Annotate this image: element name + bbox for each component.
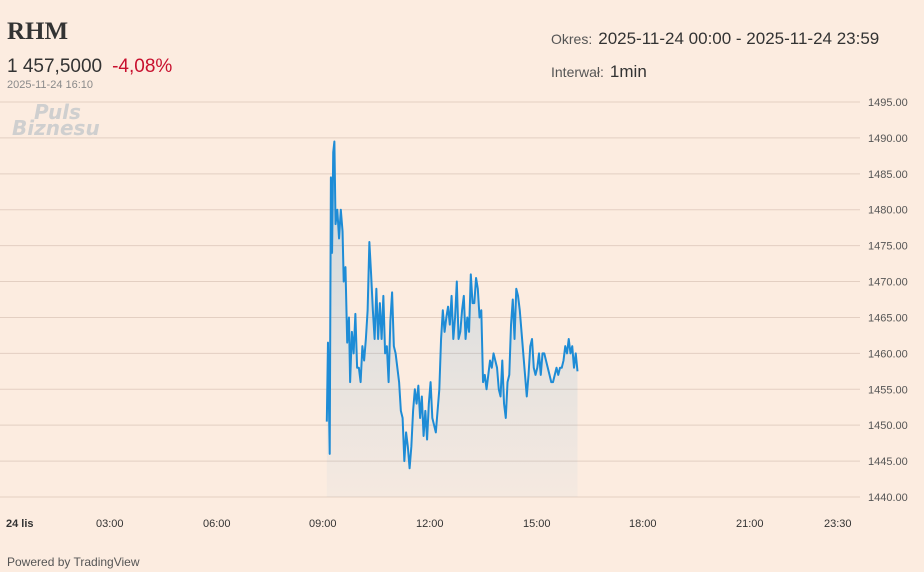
interval-row: Interwał: 1min: [551, 62, 647, 82]
price-change: -4,08%: [112, 56, 173, 77]
period-row: Okres: 2025-11-24 00:00 - 2025-11-24 23:5…: [551, 29, 879, 49]
x-tick-label: 06:00: [203, 518, 231, 530]
y-tick-label: 1495.00: [868, 97, 908, 109]
x-tick-label: 12:00: [416, 518, 444, 530]
x-tick-label: 24 lis: [6, 518, 34, 530]
x-tick-label: 09:00: [309, 518, 337, 530]
ticker-symbol: RHM: [7, 18, 69, 45]
x-tick-label: 18:00: [629, 518, 657, 530]
x-tick-label: 15:00: [523, 518, 551, 530]
y-tick-label: 1465.00: [868, 312, 908, 324]
period-label: Okres:: [551, 31, 593, 47]
price-line: [325, 140, 579, 470]
x-tick-label: 03:00: [96, 518, 124, 530]
x-tick-label: 21:00: [736, 518, 764, 530]
price-timestamp: 2025-11-24 16:10: [7, 79, 94, 91]
x-tick-label: 23:30: [824, 518, 852, 530]
powered-by-tradingview[interactable]: Powered by TradingView: [7, 555, 140, 569]
y-tick-label: 1445.00: [868, 456, 908, 468]
interval-value: 1min: [609, 62, 647, 81]
y-tick-label: 1485.00: [868, 169, 908, 181]
y-tick-label: 1490.00: [868, 133, 908, 145]
y-tick-label: 1470.00: [868, 277, 908, 289]
y-tick-label: 1480.00: [868, 205, 908, 217]
interval-label: Interwał:: [551, 64, 604, 80]
y-tick-label: 1460.00: [868, 348, 908, 360]
price-row: 1 457,5000 -4,08%: [7, 56, 172, 78]
x-axis: 24 lis 03:00 06:00 09:00 12:00 15:00 18:00 21:0…: [6, 518, 852, 530]
y-tick-label: 1455.00: [868, 384, 908, 396]
y-tick-label: 1440.00: [868, 492, 908, 504]
period-value: 2025-11-24 00:00 - 2025-11-24 23:59: [598, 29, 880, 48]
last-price: 1 457,5000: [7, 56, 103, 77]
y-tick-label: 1475.00: [868, 241, 908, 253]
puls-biznesu-logo: Puls Biznesu: [12, 100, 100, 140]
y-tick-label: 1450.00: [868, 420, 908, 432]
y-axis: 1495.00 1490.00 1485.00 1480.00 1475.00 1470.…: [868, 97, 908, 504]
